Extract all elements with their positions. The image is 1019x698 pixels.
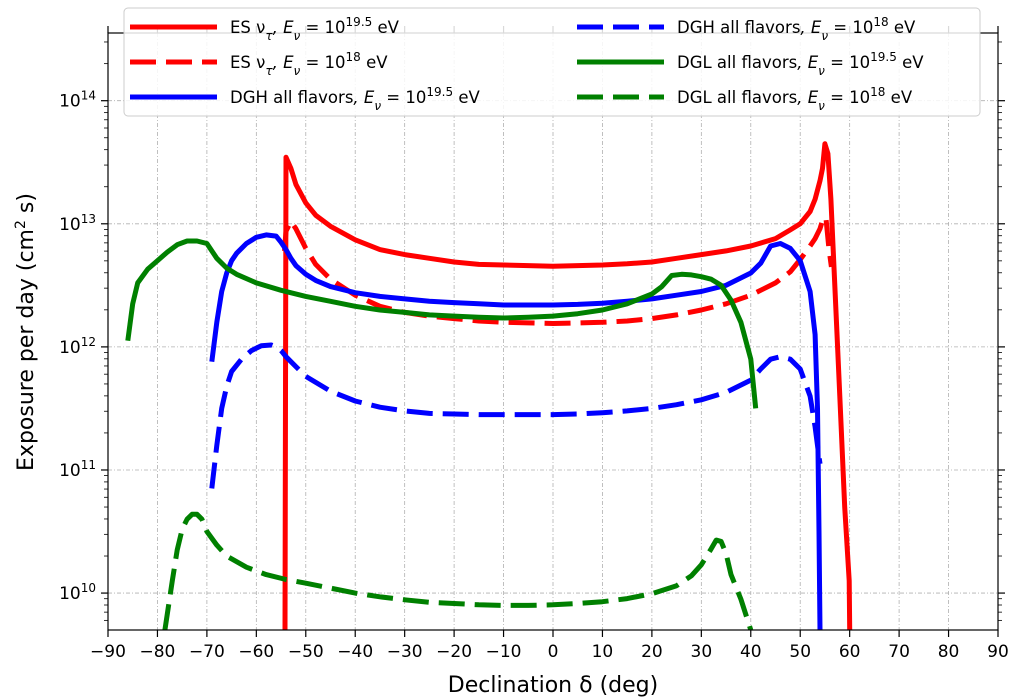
legend: ES ντ, Eν = 1019.5 eV ES ντ, Eν = 1018 eV… [123,7,981,117]
x-tick-label: 90 [987,642,1009,662]
x-tick-label: −50 [288,642,324,662]
grid-lines [107,33,999,630]
x-tick-label: −30 [387,642,423,662]
series-line-3 [209,342,823,489]
series-layer [125,141,853,630]
x-tick-label: −80 [139,642,175,662]
x-tick-label: 0 [548,642,559,662]
x-tick-label: 60 [839,642,861,662]
legend-label-3: DGH all flavors, Eν = 1018 eV [677,15,916,43]
x-tick-label: 10 [592,642,614,662]
series-line-5 [162,511,754,630]
x-tick-label: −70 [189,642,225,662]
x-tick-label: −10 [486,642,522,662]
axis-ticks: −90 −80 −70 −60 −50 −40 −30 −20 −10 0 10 20 30 40 50 60… [59,26,1009,662]
x-tick-label: −90 [90,642,126,662]
legend-box [123,7,981,117]
y-tick-label: 1013 [59,212,96,235]
x-tick-label: 70 [888,642,910,662]
x-tick-label: 20 [641,642,663,662]
legend-label-5: DGL all flavors, Eν = 1018 eV [677,85,913,113]
legend-label-4: DGL all flavors, Eν = 1019.5 eV [677,50,924,78]
legend-label-1: ES ντ, Eν = 1018 eV [230,50,388,78]
legend-label-2: DGH all flavors, Eν = 1019.5 eV [230,85,480,113]
series-line-1 [282,215,834,326]
x-tick-label: 80 [938,642,960,662]
x-tick-label: 50 [789,642,811,662]
x-axis-title: Declination δ (deg) [448,673,658,698]
y-tick-label: 1014 [59,89,96,112]
series-line-2 [209,232,823,630]
x-tick-label: −20 [436,642,472,662]
x-tick-label: −60 [238,642,274,662]
y-axis-title: Exposure per day (cm2 s) [13,193,39,471]
y-tick-label: 1012 [59,335,96,358]
x-tick-label: 40 [740,642,762,662]
series-line-4 [125,238,759,409]
x-tick-label: −40 [337,642,373,662]
y-tick-label: 1011 [59,458,96,481]
x-tick-label: 30 [691,642,713,662]
legend-label-0: ES ντ, Eν = 1019.5 eV [230,15,400,43]
series-line-0 [282,141,853,630]
y-tick-label: 1010 [59,581,96,604]
